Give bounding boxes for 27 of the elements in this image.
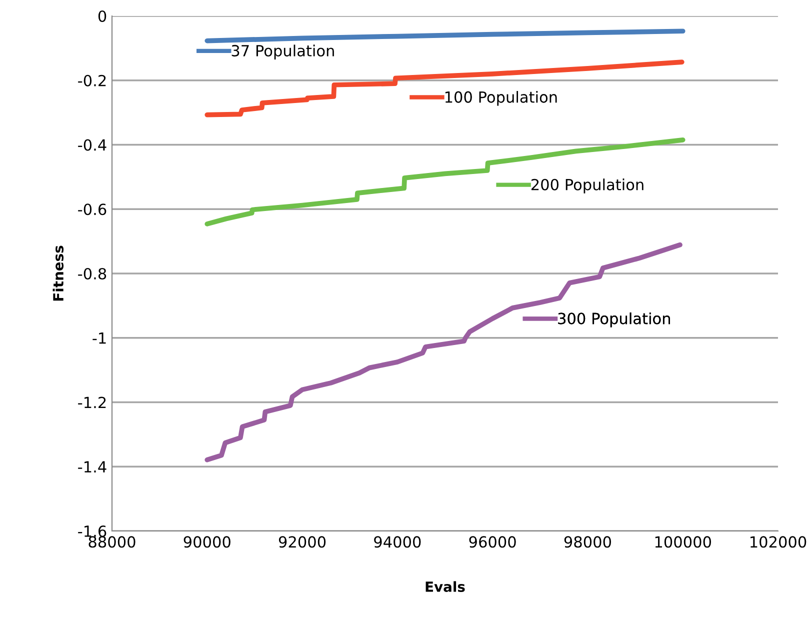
y-tick-label: -1.6 (78, 525, 106, 538)
y-tick-label: 0 (98, 10, 106, 22)
line-series (204, 28, 686, 44)
legend-label: 37 Population (232, 44, 334, 60)
x-tick-label: 88000 (88, 536, 136, 548)
x-tick-label: 102000 (750, 536, 806, 548)
legend-label: 300 Population (558, 312, 670, 328)
x-axis-title: Evals (426, 581, 465, 592)
line-series (204, 137, 686, 226)
x-tick-label: 92000 (278, 536, 326, 548)
legend-label: 100 Population (445, 91, 557, 106)
x-tick-label: 96000 (469, 536, 516, 548)
legend-label: 200 Population (531, 178, 644, 194)
y-tick-label: -0.8 (78, 268, 106, 280)
y-tick-label: -1.2 (78, 396, 106, 408)
x-tick-label: 94000 (374, 536, 421, 548)
y-axis-title: Fitness (52, 246, 64, 301)
y-tick-label: -1 (92, 332, 106, 344)
y-tick-label: -1.4 (78, 461, 106, 472)
y-tick-label: -0.2 (78, 74, 106, 86)
x-tick-label: 100000 (655, 536, 712, 548)
y-tick-label: -0.4 (78, 139, 106, 151)
line-series (204, 242, 682, 462)
y-tick-label: -0.6 (78, 204, 106, 216)
x-tick-label: 90000 (184, 536, 230, 548)
line-series (204, 60, 684, 118)
x-tick-label: 98000 (564, 536, 611, 548)
